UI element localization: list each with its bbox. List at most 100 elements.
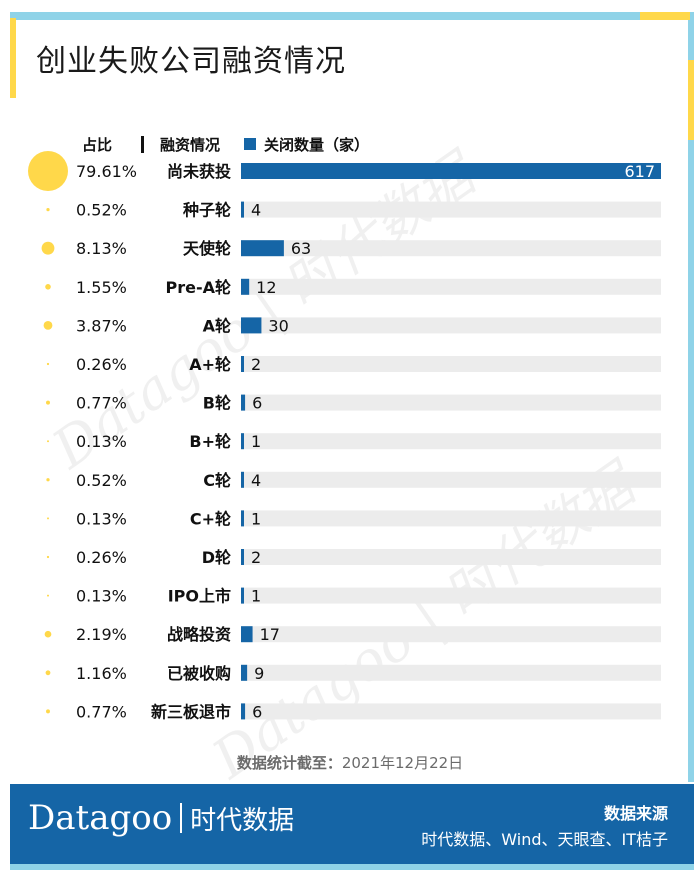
value-label: 6 [252, 702, 262, 721]
bar [241, 587, 244, 604]
category-label: B轮 [203, 394, 231, 413]
bar [241, 664, 248, 681]
share-label: 0.52% [76, 471, 127, 490]
chart-row: 8.13% 天使轮 63 [41, 239, 661, 258]
brand-en: Datagoo [28, 798, 173, 838]
chart-row: 0.13% B+轮 1 [47, 432, 661, 451]
share-bubble [46, 555, 50, 559]
source-text: 时代数据、Wind、天眼查、IT桔子 [421, 830, 668, 849]
left-accent [10, 18, 16, 98]
bar-track [241, 394, 661, 411]
value-label: 2 [251, 548, 261, 567]
share-bubble [46, 709, 50, 714]
category-label: IPO上市 [168, 587, 231, 606]
share-label: 0.26% [76, 548, 127, 567]
bar [241, 356, 244, 372]
chart-title: 创业失败公司融资情况 [36, 44, 346, 79]
share-label: 1.16% [76, 664, 127, 683]
share-label: 0.13% [76, 587, 127, 606]
share-label: 1.55% [76, 278, 127, 297]
share-bubble [43, 320, 53, 330]
value-label: 30 [268, 316, 288, 335]
category-label: B+轮 [189, 432, 231, 451]
date-value: 2021年12月22日 [341, 754, 464, 772]
share-label: 79.61% [76, 162, 137, 181]
value-label: 1 [251, 587, 261, 606]
value-label: 4 [251, 471, 261, 490]
bar [241, 163, 661, 179]
bar-track [241, 549, 661, 565]
share-label: 8.13% [76, 239, 127, 258]
share-bubble [41, 241, 55, 255]
bar-track [241, 240, 661, 257]
bar-track [241, 471, 661, 488]
share-bubble [46, 478, 50, 482]
bar-track [241, 626, 661, 643]
category-label: 新三板退市 [151, 702, 231, 721]
share-bubble [45, 670, 51, 676]
value-label: 6 [252, 394, 262, 413]
share-label: 0.13% [76, 432, 127, 451]
share-label: 0.77% [76, 702, 127, 721]
category-label: 天使轮 [183, 239, 231, 258]
category-label: C+轮 [190, 509, 231, 528]
legend-swatch [244, 138, 256, 150]
value-label: 9 [254, 664, 264, 683]
top-right-accent [640, 12, 690, 20]
share-bubble [28, 151, 68, 191]
chart-row: 0.52% C轮 4 [46, 471, 661, 490]
bar-track [241, 278, 661, 295]
category-label: 已被收购 [167, 664, 231, 683]
value-label: 2 [251, 355, 261, 374]
chart-row: 0.77% 新三板退市 6 [46, 702, 661, 721]
source-title: 数据来源 [603, 804, 668, 823]
category-label: 尚未获投 [167, 162, 231, 181]
bar-track [241, 587, 661, 604]
category-label: 战略投资 [167, 625, 231, 644]
bar [241, 278, 250, 295]
bar [241, 433, 244, 450]
bar [241, 317, 262, 334]
category-label: C轮 [203, 471, 231, 490]
share-label: 0.26% [76, 355, 127, 374]
bar [241, 471, 244, 488]
chart-row: 0.26% D轮 2 [46, 548, 661, 567]
share-bubble [44, 630, 52, 638]
chart-row: 0.13% C+轮 1 [47, 509, 661, 528]
bar-track [241, 433, 661, 450]
value-label: 1 [251, 432, 261, 451]
share-label: 0.52% [76, 201, 127, 220]
brand-logo: Datagoo 时代数据 [28, 798, 294, 838]
bar [241, 240, 284, 257]
category-label: 种子轮 [182, 201, 231, 220]
share-bubble [47, 517, 49, 520]
top-border [10, 12, 690, 20]
right-border [688, 12, 694, 782]
bar [241, 201, 244, 218]
category-label: D轮 [202, 548, 231, 567]
share-bubble [47, 440, 49, 443]
value-label: 617 [624, 162, 655, 181]
share-bubble [45, 284, 51, 290]
chart-row: 2.19% 战略投资 17 [44, 625, 661, 644]
share-label: 2.19% [76, 625, 127, 644]
value-label: 12 [256, 278, 276, 297]
category-label: Pre-A轮 [166, 278, 232, 297]
date-label: 数据统计截至： [236, 754, 342, 772]
chart-row: 3.87% A轮 30 [43, 316, 661, 335]
value-label: 17 [260, 625, 280, 644]
category-label: A+轮 [189, 355, 231, 374]
footer-banner: Datagoo 时代数据 数据来源 时代数据、Wind、天眼查、IT桔子 [10, 784, 694, 864]
chart-row: 0.26% A+轮 2 [46, 355, 661, 374]
bottom-strip [10, 864, 694, 870]
share-label: 0.13% [76, 509, 127, 528]
bar-track [241, 510, 661, 527]
brand-cn: 时代数据 [190, 806, 295, 836]
bar [241, 510, 244, 527]
share-bubble [46, 362, 50, 366]
share-bubble [46, 400, 50, 405]
share-label: 3.87% [76, 316, 127, 335]
